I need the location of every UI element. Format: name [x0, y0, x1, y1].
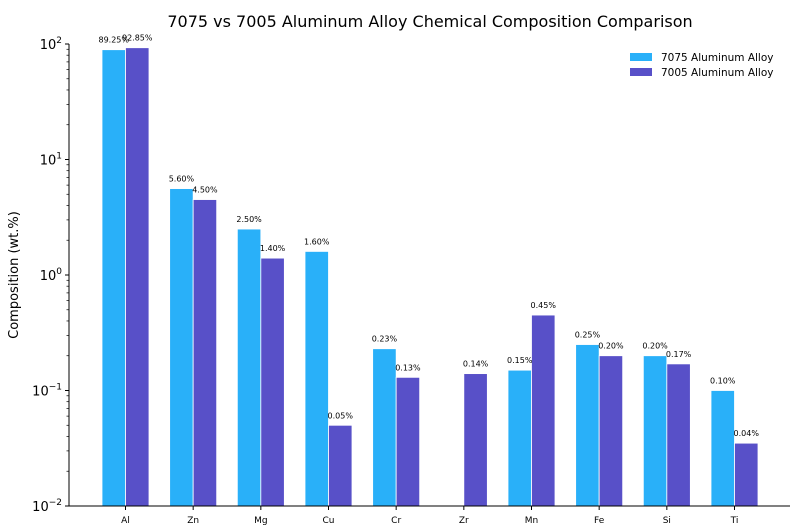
- x-tick-label-cu: Cu: [323, 516, 335, 526]
- bar-s2-mn: [531, 314, 556, 507]
- y-tick-label: 10−2: [32, 498, 62, 515]
- data-label-s1-mn: 0.15%: [507, 356, 533, 365]
- data-label-s1-si: 0.20%: [642, 342, 668, 351]
- bar-s2-fe: [598, 355, 624, 507]
- y-tick-label: 100: [40, 267, 63, 284]
- x-tick-label-cr: Cr: [391, 516, 401, 526]
- bar-s2-si: [666, 363, 691, 507]
- data-label-s1-zn: 5.60%: [169, 175, 195, 184]
- x-tick-label-ti: Ti: [730, 516, 739, 526]
- bar-s1-mn: [507, 369, 532, 507]
- data-labels-layer: 89.25% 5.60% 2.50% 1.60% 0.23% 0.15% 0.25% 0.20…: [98, 34, 759, 438]
- legend: 7075 Aluminum Alloy 7005 Aluminum Alloy: [630, 52, 774, 79]
- bar-s2-cr: [395, 376, 421, 507]
- y-axis-label: Composition (wt.%): [7, 211, 22, 339]
- x-tick-label-al: Al: [121, 516, 130, 526]
- chart-title: 7075 vs 7005 Aluminum Alloy Chemical Com…: [167, 12, 692, 31]
- data-label-s1-ti: 0.10%: [710, 377, 736, 386]
- data-label-s2-si: 0.17%: [666, 350, 692, 359]
- bar-s1-al: [101, 49, 126, 507]
- bar-s1-mg: [236, 228, 262, 507]
- x-tick-label-zn: Zn: [187, 516, 199, 526]
- bar-s2-cu: [328, 424, 353, 507]
- data-label-s1-cr: 0.23%: [372, 335, 398, 344]
- bar-s2-mg: [260, 257, 285, 507]
- bar-s2-zn: [192, 199, 218, 507]
- y-tick-label: 10−1: [32, 383, 62, 400]
- data-label-s2-zn: 4.50%: [192, 186, 218, 195]
- bar-s1-zn: [169, 188, 194, 507]
- bar-s2-zr: [463, 373, 488, 507]
- bar-s2-ti: [734, 442, 759, 507]
- y-tick-label: 102: [40, 36, 62, 53]
- data-label-s1-fe: 0.25%: [575, 331, 601, 340]
- legend-swatch-s2: [630, 68, 652, 76]
- bar-s1-ti: [710, 390, 735, 507]
- bar-s2-al: [125, 47, 150, 507]
- data-label-s2-mn: 0.45%: [531, 301, 557, 310]
- bar-s1-cr: [372, 348, 397, 507]
- axes-layer: 10−2 10−1 100 101 102 Al Zn Mg Cu Cr Zr Mn Fe Si Ti: [32, 36, 790, 526]
- bar-s1-si: [642, 355, 668, 507]
- legend-label-s2: 7005 Aluminum Alloy: [661, 67, 774, 79]
- x-tick-label-fe: Fe: [594, 516, 605, 526]
- data-label-s1-al: 89.25%: [98, 36, 129, 45]
- y-tick-label: 101: [40, 152, 62, 169]
- data-label-s2-al: 92.85%: [122, 34, 153, 43]
- data-label-s1-cu: 1.60%: [304, 237, 330, 246]
- data-label-s2-fe: 0.20%: [598, 342, 624, 351]
- legend-label-s1: 7075 Aluminum Alloy: [661, 52, 774, 64]
- data-label-s2-mg: 1.40%: [260, 244, 286, 253]
- data-label-s1-mg: 2.50%: [236, 215, 262, 224]
- x-tick-label-zr: Zr: [459, 516, 469, 526]
- x-tick-label-mg: Mg: [254, 516, 267, 526]
- data-label-s2-zr: 0.14%: [463, 360, 489, 369]
- bar-s1-cu: [304, 251, 329, 507]
- bar-s1-fe: [575, 344, 600, 507]
- data-label-s2-cr: 0.13%: [395, 363, 421, 372]
- x-tick-label-mn: Mn: [525, 516, 538, 526]
- x-tick-label-si: Si: [663, 516, 671, 526]
- data-label-s2-ti: 0.04%: [734, 429, 760, 438]
- legend-swatch-s1: [630, 53, 652, 61]
- data-label-s2-cu: 0.05%: [328, 411, 354, 420]
- bars-layer: [101, 47, 759, 507]
